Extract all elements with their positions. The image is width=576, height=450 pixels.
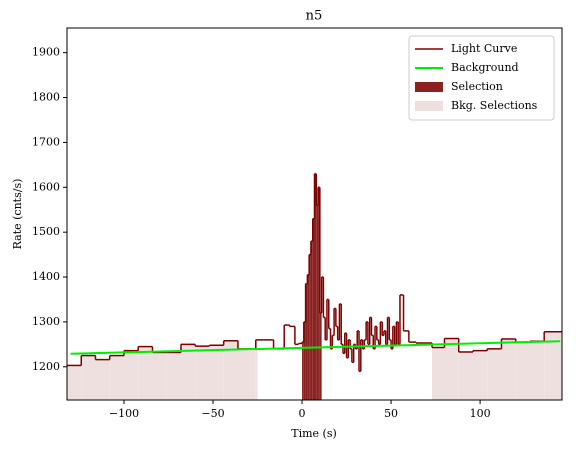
- bkg-selection-fill: [472, 350, 488, 400]
- bkg-selection-fill: [223, 340, 238, 400]
- bkg-selection-fill: [109, 355, 124, 400]
- background-line: [70, 340, 561, 355]
- selection-fill: [309, 254, 311, 400]
- selection-fill: [316, 205, 319, 400]
- bkg-selection-fill: [81, 355, 96, 400]
- legend-label: Selection: [451, 80, 503, 93]
- selection-fill: [312, 218, 315, 400]
- bkg-selection-fill: [432, 347, 445, 400]
- legend-swatch: [415, 82, 443, 92]
- bkg-selection-fill: [487, 348, 502, 400]
- y-axis-label: Rate (cnts/s): [11, 179, 24, 250]
- y-tick-label: 1800: [32, 91, 60, 104]
- bkg-selection-fill: [444, 338, 459, 400]
- bkg-selection-fill: [237, 348, 256, 400]
- legend-label: Light Curve: [451, 42, 517, 55]
- bkg-selection-fill: [95, 359, 110, 400]
- bkg-selection-fill: [138, 346, 153, 400]
- legend-label: Background: [451, 61, 519, 74]
- bkg-selection-fill: [255, 339, 258, 400]
- legend-box: [408, 35, 555, 121]
- y-tick-label: 1700: [32, 135, 60, 148]
- bkg-selection-fill: [166, 352, 181, 400]
- bkg-selection-fill: [529, 341, 545, 400]
- bkg-selection-fill: [209, 345, 224, 400]
- plot-frame: [66, 27, 563, 401]
- legend-label: Bkg. Selections: [451, 99, 538, 112]
- y-tick-label: 1500: [32, 225, 60, 238]
- bkg-selection-fill: [195, 346, 210, 400]
- x-tick-label: −100: [109, 407, 139, 420]
- y-tick-label: 1300: [32, 315, 60, 328]
- x-tick-label: 0: [299, 407, 306, 420]
- x-axis-label: Time (s): [291, 427, 337, 440]
- bkg-selection-fill: [67, 365, 82, 400]
- bkg-selection-fill: [152, 352, 167, 400]
- selection-fill: [307, 274, 310, 400]
- bkg-selection-fill: [515, 342, 530, 400]
- y-tick-label: 1400: [32, 270, 60, 283]
- y-tick-label: 1600: [32, 180, 60, 193]
- selection-fill: [302, 342, 304, 400]
- x-tick-label: 50: [384, 407, 398, 420]
- selection-fill: [305, 283, 308, 400]
- selection-fill: [318, 187, 320, 400]
- selection-fill: [319, 312, 322, 400]
- selection-fill: [310, 241, 313, 400]
- y-tick-label: 1900: [32, 46, 60, 59]
- bkg-selection-fill: [180, 344, 196, 400]
- legend-swatch: [415, 101, 443, 111]
- bkg-selection-fill: [123, 350, 139, 400]
- selection-fill: [314, 173, 317, 400]
- chart-title: n5: [306, 9, 323, 24]
- x-tick-label: 100: [470, 407, 491, 420]
- y-tick-label: 1200: [32, 360, 60, 373]
- x-tick-label: −50: [201, 407, 224, 420]
- bkg-selection-fill: [544, 331, 562, 400]
- bkg-selection-fill: [458, 351, 473, 400]
- selection-fill: [303, 321, 306, 400]
- bkg-selection-fill: [501, 338, 516, 400]
